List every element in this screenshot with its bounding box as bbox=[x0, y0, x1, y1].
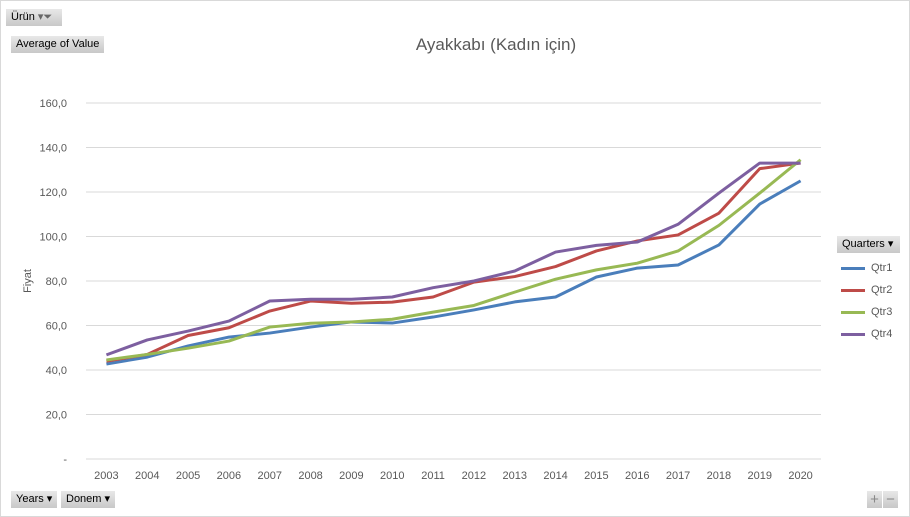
y-tick-label: 80,0 bbox=[46, 276, 67, 288]
collapse-button[interactable]: − bbox=[883, 491, 898, 508]
x-tick-label: 2020 bbox=[788, 470, 812, 482]
years-label: Years bbox=[16, 493, 44, 505]
x-tick-label: 2016 bbox=[625, 470, 649, 482]
y-tick-label: 20,0 bbox=[46, 410, 67, 422]
y-tick-label: 60,0 bbox=[46, 321, 67, 333]
legend-swatch bbox=[841, 266, 865, 270]
period-filter-button[interactable]: Donem ▾ bbox=[61, 491, 116, 508]
x-tick-label: 2010 bbox=[380, 470, 404, 482]
x-tick-label: 2014 bbox=[543, 470, 567, 482]
x-tick-label: 2019 bbox=[748, 470, 772, 482]
x-tick-label: 2006 bbox=[217, 470, 241, 482]
quarters-filter-button[interactable]: Quarters ▾ bbox=[837, 236, 900, 253]
period-label: Donem bbox=[66, 493, 102, 505]
series-line-qtr4 bbox=[105, 161, 801, 357]
legend-swatch bbox=[841, 310, 865, 314]
x-tick-label: 2005 bbox=[176, 470, 200, 482]
dropdown-arrow-icon: ▾ bbox=[104, 493, 111, 505]
y-tick-label: 40,0 bbox=[46, 365, 67, 377]
legend: Quarters ▾ Qtr1 Qtr2 Qtr3 Qtr4 bbox=[837, 236, 900, 345]
legend-swatch bbox=[841, 332, 865, 336]
y-tick-label: 140,0 bbox=[39, 143, 67, 155]
series-line-qtr1 bbox=[106, 179, 802, 366]
legend-item: Qtr4 bbox=[837, 323, 900, 345]
product-filter-button[interactable]: Ürün ▾⏷ bbox=[6, 9, 62, 26]
x-tick-label: 2004 bbox=[135, 470, 159, 482]
y-tick-label: 120,0 bbox=[39, 187, 67, 199]
x-tick-label: 2018 bbox=[707, 470, 731, 482]
y-axis-label: Fiyat bbox=[22, 269, 34, 293]
x-tick-label: 2008 bbox=[298, 470, 322, 482]
legend-item: Qtr3 bbox=[837, 301, 900, 323]
legend-item: Qtr2 bbox=[837, 279, 900, 301]
legend-label: Qtr2 bbox=[871, 284, 893, 296]
x-tick-label: 2007 bbox=[258, 470, 282, 482]
x-tick-label: 2013 bbox=[503, 470, 527, 482]
legend-label: Qtr3 bbox=[871, 306, 893, 318]
dropdown-arrow-icon: ▾ bbox=[46, 493, 53, 505]
years-filter-button[interactable]: Years ▾ bbox=[11, 491, 58, 508]
x-tick-label: 2017 bbox=[666, 470, 690, 482]
x-tick-label: 2011 bbox=[421, 470, 445, 482]
chart-title: Ayakkabı (Kadın için) bbox=[415, 35, 577, 54]
dropdown-arrow-icon: ▾ bbox=[887, 238, 894, 250]
legend-label: Qtr1 bbox=[871, 262, 893, 274]
x-tick-label: 2012 bbox=[462, 470, 486, 482]
x-tick-label: 2003 bbox=[94, 470, 118, 482]
filter-funnel-icon: ▾⏷ bbox=[37, 11, 53, 23]
x-tick-label: 2009 bbox=[339, 470, 363, 482]
x-tick-label: 2015 bbox=[584, 470, 608, 482]
y-tick-label: 160,0 bbox=[39, 98, 67, 110]
value-field-button[interactable]: Average of Value bbox=[11, 36, 105, 53]
series-line-qtr3 bbox=[106, 158, 802, 362]
y-tick-label: - bbox=[63, 454, 67, 466]
product-filter-label: Ürün bbox=[11, 11, 35, 23]
legend-label: Qtr4 bbox=[871, 328, 893, 340]
legend-swatch bbox=[841, 288, 865, 292]
quarters-label: Quarters bbox=[842, 238, 885, 250]
series-line-qtr2 bbox=[106, 161, 801, 363]
expand-button[interactable]: + bbox=[867, 491, 882, 508]
legend-item: Qtr1 bbox=[837, 257, 900, 279]
y-tick-label: 100,0 bbox=[39, 232, 67, 244]
